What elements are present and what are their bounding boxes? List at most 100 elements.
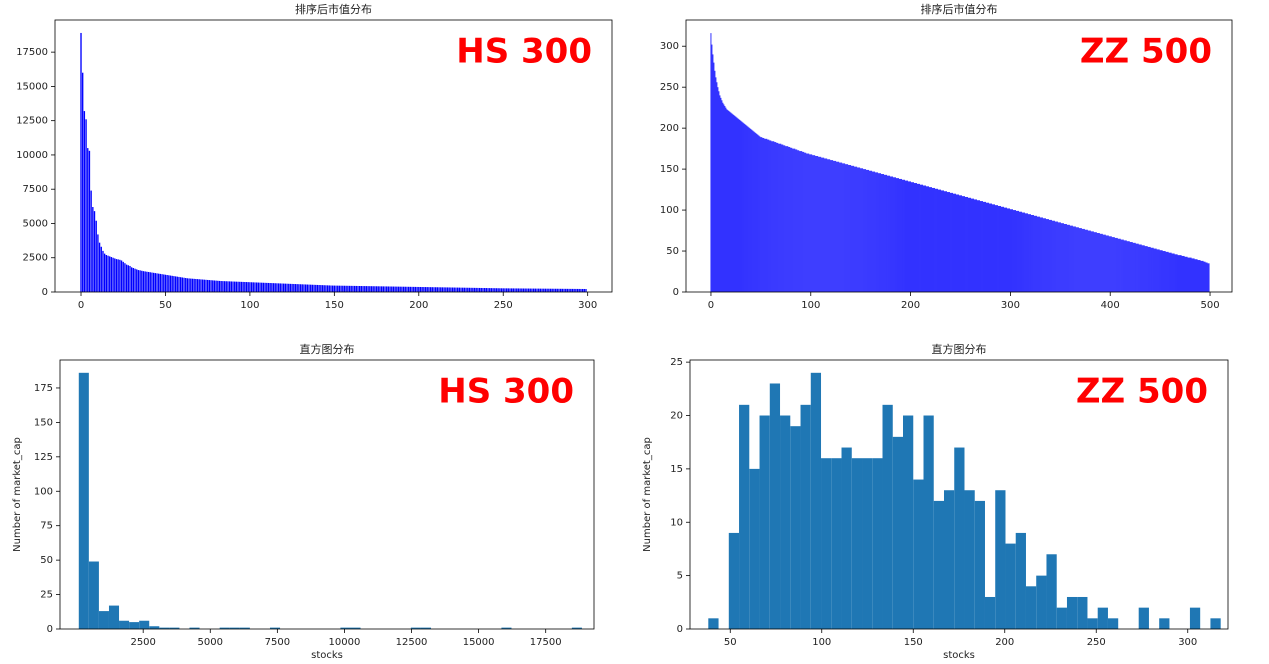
bar [146, 271, 148, 292]
y-tick-label: 0 [677, 624, 683, 635]
bar [755, 133, 757, 292]
bar [247, 282, 249, 292]
bar [472, 287, 474, 292]
bar [125, 264, 128, 292]
bar [117, 259, 119, 292]
bar [1190, 257, 1192, 292]
bar [1173, 253, 1175, 292]
bar [568, 288, 570, 292]
bar [144, 271, 146, 292]
bar [129, 265, 131, 292]
bar [751, 129, 753, 292]
bar [1125, 240, 1127, 292]
histogram-bar [872, 458, 883, 629]
histogram-bar [229, 627, 240, 629]
bar [1170, 252, 1172, 292]
bar [934, 187, 935, 292]
bar [1169, 252, 1171, 292]
bar [740, 120, 742, 292]
bar [805, 152, 807, 292]
bar [419, 286, 422, 292]
bar [1040, 217, 1042, 292]
bar [200, 279, 202, 292]
bar [1162, 251, 1164, 292]
bar [943, 190, 944, 292]
bar [1196, 259, 1198, 292]
histogram-bar [862, 458, 873, 629]
bar [511, 288, 513, 292]
bar [1084, 229, 1086, 292]
bar [731, 113, 733, 293]
histogram-bar [739, 404, 750, 629]
bar [719, 95, 721, 292]
bar [1167, 251, 1169, 292]
x-tick-label: 300 [1001, 300, 1020, 311]
x-tick-label: 500 [1200, 300, 1219, 311]
bar [269, 283, 271, 292]
bar [756, 133, 758, 292]
bar [350, 285, 352, 292]
x-tick-label: 0 [708, 300, 714, 311]
bar [340, 285, 342, 292]
x-tick-label: 50 [724, 637, 737, 648]
bar [201, 279, 204, 292]
bar [171, 275, 173, 292]
bar [1153, 248, 1155, 292]
bar [154, 273, 156, 292]
bar [730, 112, 732, 293]
bar [213, 280, 216, 292]
bar [902, 179, 904, 292]
bar [974, 199, 975, 292]
bar [570, 288, 572, 292]
bar [465, 287, 467, 292]
bar [843, 163, 845, 292]
bar [347, 285, 349, 292]
bar [573, 288, 575, 292]
bar [497, 288, 499, 292]
bar [517, 288, 520, 292]
bar [877, 172, 879, 292]
x-axis-label: stocks [943, 650, 975, 661]
bar [849, 165, 851, 292]
bar [218, 280, 221, 292]
bar [738, 119, 740, 292]
bar [900, 178, 902, 292]
y-tick-label: 0 [47, 624, 53, 635]
bar [1030, 214, 1032, 292]
bar [972, 198, 973, 292]
bar [1109, 236, 1111, 292]
bar [114, 258, 116, 292]
bar [487, 288, 489, 292]
bar [856, 166, 858, 292]
bar [264, 282, 266, 292]
bar [936, 188, 937, 292]
bar [881, 174, 883, 292]
bar [913, 182, 914, 292]
bar [223, 281, 226, 292]
bar [161, 274, 163, 292]
bar [1099, 233, 1101, 292]
bar [882, 174, 884, 292]
bar [986, 202, 987, 292]
histogram-bar [790, 426, 801, 629]
subplot: 0 25 50 75 100 125 150 175 2500 5000 7500 10000 1250… [12, 342, 595, 661]
subplot: 0 2500 5000 7500 10000 12500 15000 17500 0 50 100 1… [16, 2, 613, 311]
bar [418, 286, 420, 292]
histogram-bar [831, 458, 842, 629]
bar [827, 159, 829, 292]
bar [832, 160, 834, 292]
bar [529, 288, 531, 292]
bar [925, 185, 926, 292]
bar [382, 286, 384, 292]
bar [733, 115, 735, 292]
histogram-bar [1210, 618, 1221, 629]
bar [364, 286, 366, 292]
bar [1096, 233, 1098, 292]
annotation: ZZ 500 [1080, 32, 1212, 72]
bar [1116, 237, 1118, 292]
bar [227, 281, 229, 292]
y-tick-label: 7500 [23, 184, 48, 195]
annotation: HS 300 [456, 32, 592, 72]
bar [996, 205, 997, 292]
bar [1206, 262, 1208, 292]
